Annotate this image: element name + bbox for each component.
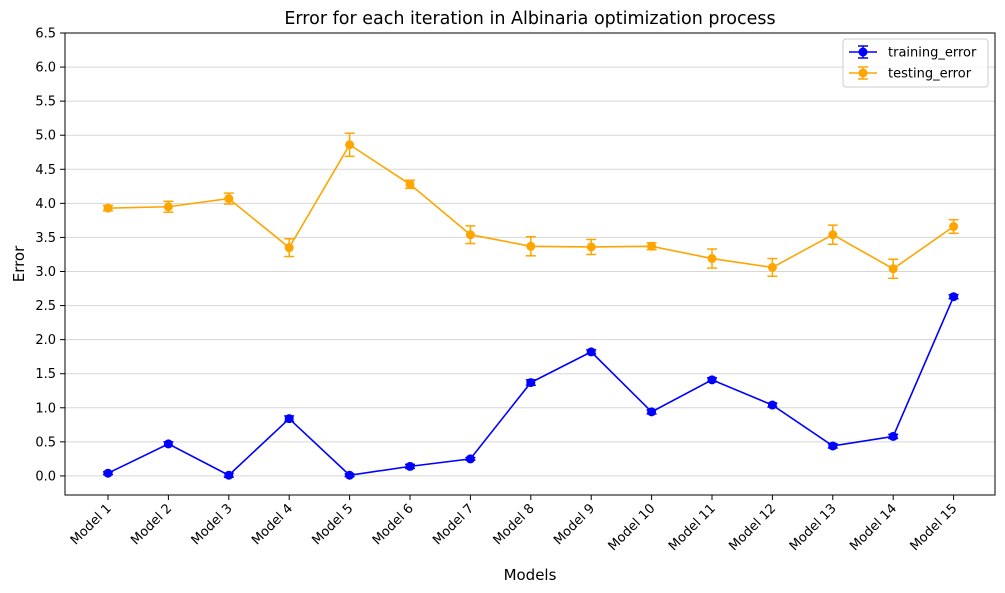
data-point	[828, 230, 838, 240]
data-point	[284, 414, 294, 424]
data-point	[586, 347, 596, 357]
x-tick-label: Model 1	[68, 501, 115, 548]
y-tick-label: 1.0	[35, 401, 56, 416]
legend-swatch-marker	[858, 68, 868, 78]
data-point	[163, 439, 173, 449]
data-point	[707, 254, 717, 264]
x-axis-label: Models	[504, 566, 557, 584]
y-tick-label: 6.5	[35, 27, 56, 42]
series-training_error	[103, 292, 959, 480]
y-axis-label: Error	[10, 245, 28, 282]
y-tick-label: 2.5	[35, 299, 56, 314]
data-point	[345, 140, 355, 150]
y-tick-label: 5.0	[35, 129, 56, 144]
data-point	[465, 454, 475, 464]
y-tick-label: 4.5	[35, 163, 56, 178]
data-point	[888, 431, 898, 441]
legend-box	[842, 38, 989, 88]
x-tick-label: Model 8	[491, 501, 538, 548]
y-axis-ticks: 0.0 0.5 1.0 1.5 2.0 2.5 3.0 3.5 4.0 4.5 5.0 5.5 6.0 6…	[35, 27, 65, 484]
x-tick-label: Model 14	[847, 501, 900, 554]
x-tick-label: Model 13	[787, 501, 840, 554]
data-point	[103, 468, 113, 478]
data-point	[949, 292, 959, 302]
y-tick-label: 6.0	[35, 61, 56, 76]
y-tick-label: 1.5	[35, 367, 56, 382]
data-point	[526, 241, 536, 251]
legend-label: testing_error	[888, 67, 972, 82]
x-axis-ticks: Model 1 Model 2 Model 3 Model 4 Model 5 Model…	[68, 495, 961, 554]
y-tick-label: 5.5	[35, 95, 56, 110]
y-tick-label: 2.0	[35, 333, 56, 348]
data-point	[767, 400, 777, 410]
data-point	[345, 470, 355, 480]
y-tick-label: 4.0	[35, 197, 56, 212]
x-tick-label: Model 6	[370, 501, 417, 548]
legend-item-training_error: training_error	[849, 45, 977, 61]
data-point	[163, 202, 173, 212]
x-tick-label: Model 4	[249, 501, 296, 548]
x-tick-label: Model 12	[726, 501, 779, 554]
data-point	[224, 470, 234, 480]
x-tick-label: Model 2	[128, 501, 175, 548]
data-point	[405, 179, 415, 189]
data-point	[888, 264, 898, 274]
plot-area	[64, 32, 996, 496]
data-point	[767, 262, 777, 272]
data-point	[586, 242, 596, 252]
data-point	[647, 241, 657, 251]
data-point	[224, 194, 234, 204]
data-point	[284, 243, 294, 253]
data-point	[526, 378, 536, 388]
y-tick-label: 3.0	[35, 265, 56, 280]
y-tick-label: 3.5	[35, 231, 56, 246]
data-point	[949, 222, 959, 232]
data-point	[828, 441, 838, 451]
chart-title: Error for each iteration in Albinaria op…	[284, 9, 775, 29]
data-point	[103, 203, 113, 213]
x-tick-label: Model 10	[606, 501, 659, 554]
data-point	[647, 407, 657, 417]
legend-item-testing_error: testing_error	[849, 66, 972, 82]
x-tick-label: Model 5	[309, 501, 356, 548]
data-point	[707, 375, 717, 385]
legend-swatch-marker	[858, 47, 868, 57]
x-tick-label: Model 15	[908, 501, 961, 554]
series-testing_error	[103, 132, 959, 280]
legend-items: training_error testing_error	[849, 45, 977, 82]
x-tick-label: Model 11	[666, 501, 719, 554]
legend: training_error testing_error	[842, 38, 989, 88]
x-tick-label: Model 9	[551, 501, 598, 548]
data-point	[405, 461, 415, 471]
data-point	[465, 230, 475, 240]
series-layer	[103, 132, 959, 480]
grid-lines	[65, 32, 995, 477]
x-tick-label: Model 3	[189, 501, 236, 548]
y-tick-label: 0.0	[35, 469, 56, 484]
legend-label: training_error	[888, 46, 977, 61]
y-tick-label: 0.5	[35, 435, 56, 450]
x-tick-label: Model 7	[430, 501, 477, 548]
